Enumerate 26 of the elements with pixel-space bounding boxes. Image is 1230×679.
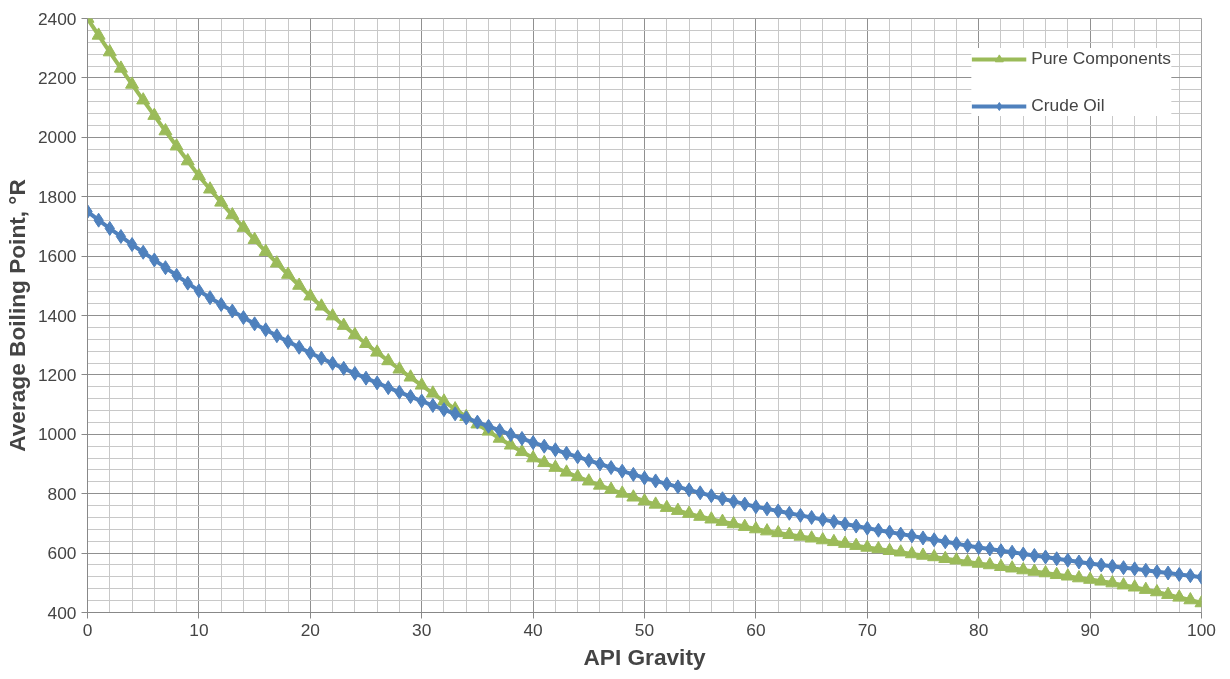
x-tick-label: 40 xyxy=(523,619,543,640)
x-tick-label: 20 xyxy=(300,619,320,640)
y-tick-label: 1800 xyxy=(37,186,77,207)
y-tick-label: 1000 xyxy=(37,424,77,445)
x-tick-label: 50 xyxy=(634,619,655,640)
legend-label: Crude Oil xyxy=(1031,95,1105,116)
y-tick-label: 2400 xyxy=(37,8,77,29)
x-tick-label: 10 xyxy=(189,619,209,640)
y-tick-label: 1600 xyxy=(37,246,77,267)
y-tick-label: 800 xyxy=(47,483,77,504)
x-tick-label: 60 xyxy=(746,619,766,640)
x-tick-label: 0 xyxy=(82,619,93,640)
x-tick-label: 70 xyxy=(857,619,877,640)
y-tick-label: 1400 xyxy=(37,305,77,326)
legend-label: Pure Components xyxy=(1031,48,1171,69)
x-tick-label: 80 xyxy=(969,619,989,640)
x-tick-label: 30 xyxy=(412,619,432,640)
y-axis-title: Average Boiling Point, °R xyxy=(3,179,30,452)
x-axis-title: API Gravity xyxy=(583,643,706,670)
y-tick-label: 1200 xyxy=(37,364,77,385)
y-tick-label: 2000 xyxy=(37,127,77,148)
x-tick-label: 90 xyxy=(1080,619,1100,640)
y-tick-label: 600 xyxy=(47,543,77,564)
x-tick-label: 100 xyxy=(1187,619,1216,640)
y-tick-label: 400 xyxy=(47,602,77,623)
y-tick-label: 2200 xyxy=(37,67,77,88)
